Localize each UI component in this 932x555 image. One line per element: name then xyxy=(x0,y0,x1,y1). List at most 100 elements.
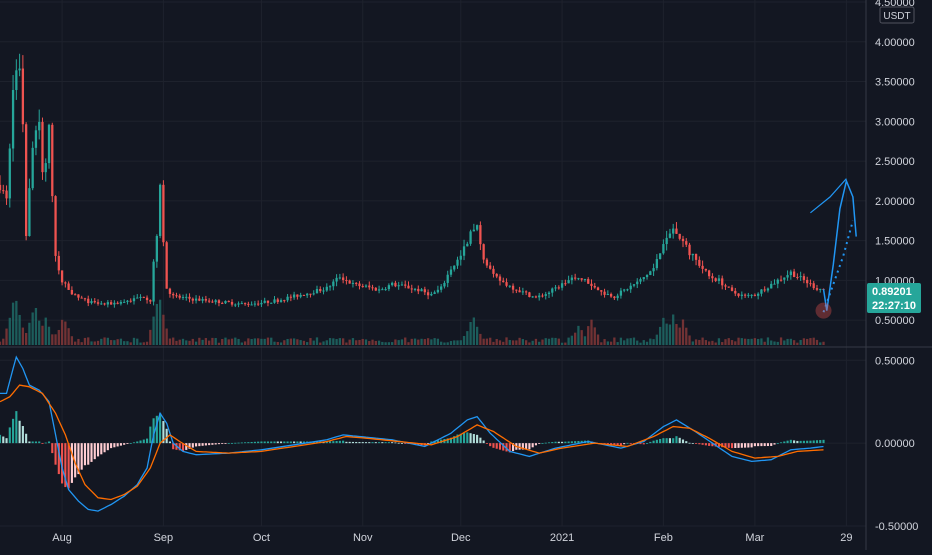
macd-histogram-bar xyxy=(446,438,449,444)
candle-body xyxy=(279,300,283,302)
macd-histogram-bar xyxy=(453,436,456,444)
volume-bar xyxy=(243,341,247,345)
macd-line xyxy=(0,355,824,512)
volume-bar xyxy=(87,337,90,345)
candle-body xyxy=(747,294,750,296)
candle-body xyxy=(806,279,809,284)
candle-body xyxy=(273,299,276,303)
candle-body xyxy=(364,285,368,287)
candle-body xyxy=(779,279,783,281)
time-tick-label: 29 xyxy=(840,532,852,544)
macd-histogram-bar xyxy=(659,439,662,444)
macd-histogram-bar xyxy=(577,440,580,444)
macd-histogram-bar xyxy=(793,440,796,444)
candle-body xyxy=(185,296,188,298)
macd-histogram-bar xyxy=(119,443,122,446)
candle-body xyxy=(126,300,129,302)
time-axis[interactable]: Aug Sep Oct Nov Dec 2021 Feb Mar 29 xyxy=(52,532,852,544)
candle-body xyxy=(600,290,603,292)
volume-bar xyxy=(38,320,41,345)
volume-bar xyxy=(322,341,325,345)
candle-body xyxy=(165,242,168,289)
candle-body xyxy=(492,268,495,274)
volume-bar xyxy=(446,342,449,345)
volume-bar xyxy=(688,335,691,345)
price-tick-label: 4.50000 xyxy=(875,0,915,9)
volume-bar xyxy=(609,341,613,345)
candle-body xyxy=(466,243,469,247)
volume-bar xyxy=(698,339,701,345)
volume-bar xyxy=(538,341,541,345)
macd-histogram-bar xyxy=(96,443,100,457)
macd-histogram-bar xyxy=(142,439,145,444)
candle-body xyxy=(299,294,302,297)
candle-body xyxy=(753,294,757,296)
candle-body xyxy=(482,244,485,260)
candle-body xyxy=(67,283,70,290)
macd-histogram-bar xyxy=(570,441,573,444)
volume-bar xyxy=(279,342,283,345)
time-tick-label: Feb xyxy=(654,532,673,544)
macd-axis[interactable]: 0.50000 0.00000 -0.50000 xyxy=(875,355,918,533)
macd-histogram-bar xyxy=(149,426,152,444)
volume-bar xyxy=(18,314,21,345)
macd-histogram-bar xyxy=(289,441,292,444)
volume-bar xyxy=(106,337,109,345)
macd-histogram-bar xyxy=(345,441,348,444)
candle-body xyxy=(632,284,636,286)
volume-bar xyxy=(221,339,224,345)
candle-body xyxy=(57,255,60,271)
volume-bar xyxy=(129,342,132,345)
price-axis[interactable]: 4.50000 4.00000 3.50000 3.00000 2.50000 2.000… xyxy=(875,0,915,327)
projection-marker[interactable] xyxy=(815,302,832,319)
candle-body xyxy=(221,303,224,305)
macd-histogram-bar xyxy=(5,438,8,444)
projection-line[interactable] xyxy=(822,178,857,311)
macd-histogram-bar xyxy=(221,443,224,444)
volume-bar xyxy=(77,338,80,345)
macd-histogram-bar xyxy=(770,443,773,446)
svg-text:USDT: USDT xyxy=(883,11,910,22)
macd-histogram-bar xyxy=(240,442,243,444)
candle-body xyxy=(456,259,459,266)
candle-body xyxy=(475,225,479,230)
candle-body xyxy=(694,253,698,260)
candle-body xyxy=(178,295,181,298)
macd-histogram-bar xyxy=(730,443,734,449)
candle-body xyxy=(688,244,691,256)
candle-body xyxy=(15,70,18,91)
volume-bar xyxy=(208,340,211,345)
candle-body xyxy=(668,233,672,238)
candle-body xyxy=(505,282,508,286)
macd-histogram-bar xyxy=(822,439,825,444)
candle-body xyxy=(407,285,410,289)
candle-body xyxy=(665,237,668,245)
candle-body xyxy=(727,286,730,288)
candle-body xyxy=(250,304,253,306)
projection-drawing[interactable] xyxy=(810,178,857,319)
volume-bar xyxy=(364,339,368,345)
candle-body xyxy=(453,265,456,270)
candle-body xyxy=(691,253,694,256)
candle-body xyxy=(54,196,57,256)
volume-bar xyxy=(655,334,658,345)
candle-body xyxy=(286,296,289,301)
volume-bar xyxy=(113,340,116,345)
candle-body xyxy=(47,124,51,164)
volume-bar xyxy=(639,342,642,345)
volume-bar xyxy=(21,327,25,345)
projection-band[interactable] xyxy=(810,178,847,214)
macd-histogram-bar xyxy=(394,442,397,444)
macd-histogram-bar xyxy=(374,442,377,444)
macd-histogram-bar xyxy=(38,441,41,444)
candle-body xyxy=(583,279,587,281)
candle-body xyxy=(41,121,44,173)
volume-bar xyxy=(139,342,142,345)
candle-body xyxy=(139,296,142,298)
candle-body xyxy=(175,295,178,297)
volume-bar xyxy=(341,338,345,345)
macd-histogram-bar xyxy=(502,443,505,451)
candle-body xyxy=(557,287,560,289)
